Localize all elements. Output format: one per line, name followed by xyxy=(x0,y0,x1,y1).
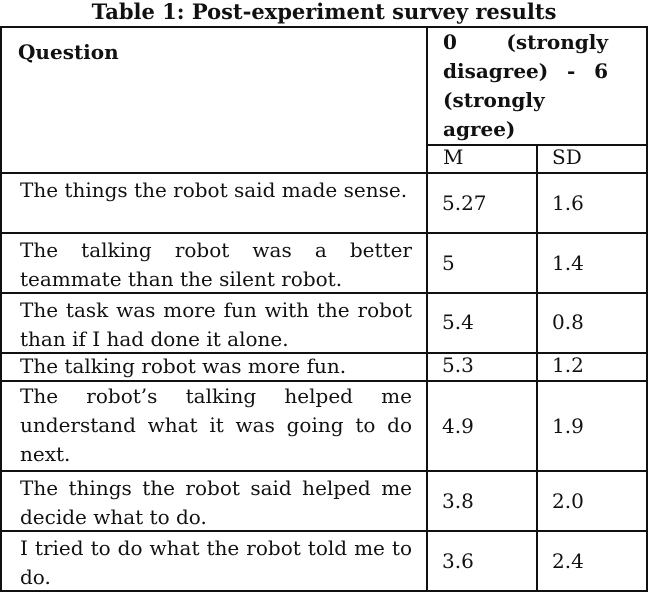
row-question: The things the robot said made sense. xyxy=(20,178,408,202)
table-rule xyxy=(0,470,648,472)
row-mean: 3.8 xyxy=(442,489,474,513)
table-rule xyxy=(0,380,648,382)
row-mean: 5 xyxy=(442,251,455,275)
table-row: The talking robot was a better teammate … xyxy=(0,234,648,292)
row-mean: 4.9 xyxy=(442,414,474,438)
header-sd: SD xyxy=(552,145,582,169)
header-question: Question xyxy=(18,40,119,64)
row-question: The talking robot was more fun. xyxy=(20,354,347,378)
row-mean: 5.4 xyxy=(442,310,474,334)
table-row: The talking robot was more fun. 5.3 1.2 xyxy=(0,353,648,378)
row-question: The talking robot was a better teammate … xyxy=(20,238,412,291)
table-border xyxy=(0,26,2,592)
header-scale: 0 (strongly disagree) - 6 (strongly agre… xyxy=(443,30,608,141)
table-rule xyxy=(426,26,428,592)
row-mean: 5.27 xyxy=(442,191,487,215)
row-sd: 0.8 xyxy=(552,310,584,334)
row-mean: 5.3 xyxy=(442,353,474,377)
table-row: I tried to do what the robot told me to … xyxy=(0,532,648,590)
table-row: The things the robot said made sense. 5.… xyxy=(0,174,648,232)
row-mean: 3.6 xyxy=(442,549,474,573)
row-question: The robot’s talking helped me understand… xyxy=(20,384,412,466)
table-caption: Table 1: Post-experiment survey results xyxy=(91,0,557,24)
table-rule xyxy=(0,232,648,234)
row-sd: 1.6 xyxy=(552,191,584,215)
table-row: The things the robot said helped me deci… xyxy=(0,472,648,530)
row-sd: 1.2 xyxy=(552,353,584,377)
table-rule xyxy=(428,144,648,146)
row-question: The things the robot said helped me deci… xyxy=(20,476,412,529)
table-border xyxy=(646,26,648,592)
row-sd: 2.0 xyxy=(552,489,584,513)
table-rule xyxy=(0,530,648,532)
row-question: The task was more fun with the robot tha… xyxy=(20,298,412,351)
table-border xyxy=(0,590,648,592)
row-sd: 1.9 xyxy=(552,414,584,438)
table-rule xyxy=(0,352,648,354)
table-rule xyxy=(536,144,538,592)
row-question: I tried to do what the robot told me to … xyxy=(20,536,412,589)
table-rule xyxy=(0,172,648,174)
table-row: The robot’s talking helped me understand… xyxy=(0,382,648,470)
survey-table: Question 0 (strongly disagree) - 6 (stro… xyxy=(0,26,648,592)
header-mean: M xyxy=(443,145,464,169)
row-sd: 2.4 xyxy=(552,549,584,573)
table-border xyxy=(0,26,648,28)
row-sd: 1.4 xyxy=(552,251,584,275)
table-row: The task was more fun with the robot tha… xyxy=(0,294,648,351)
table-rule xyxy=(0,292,648,294)
